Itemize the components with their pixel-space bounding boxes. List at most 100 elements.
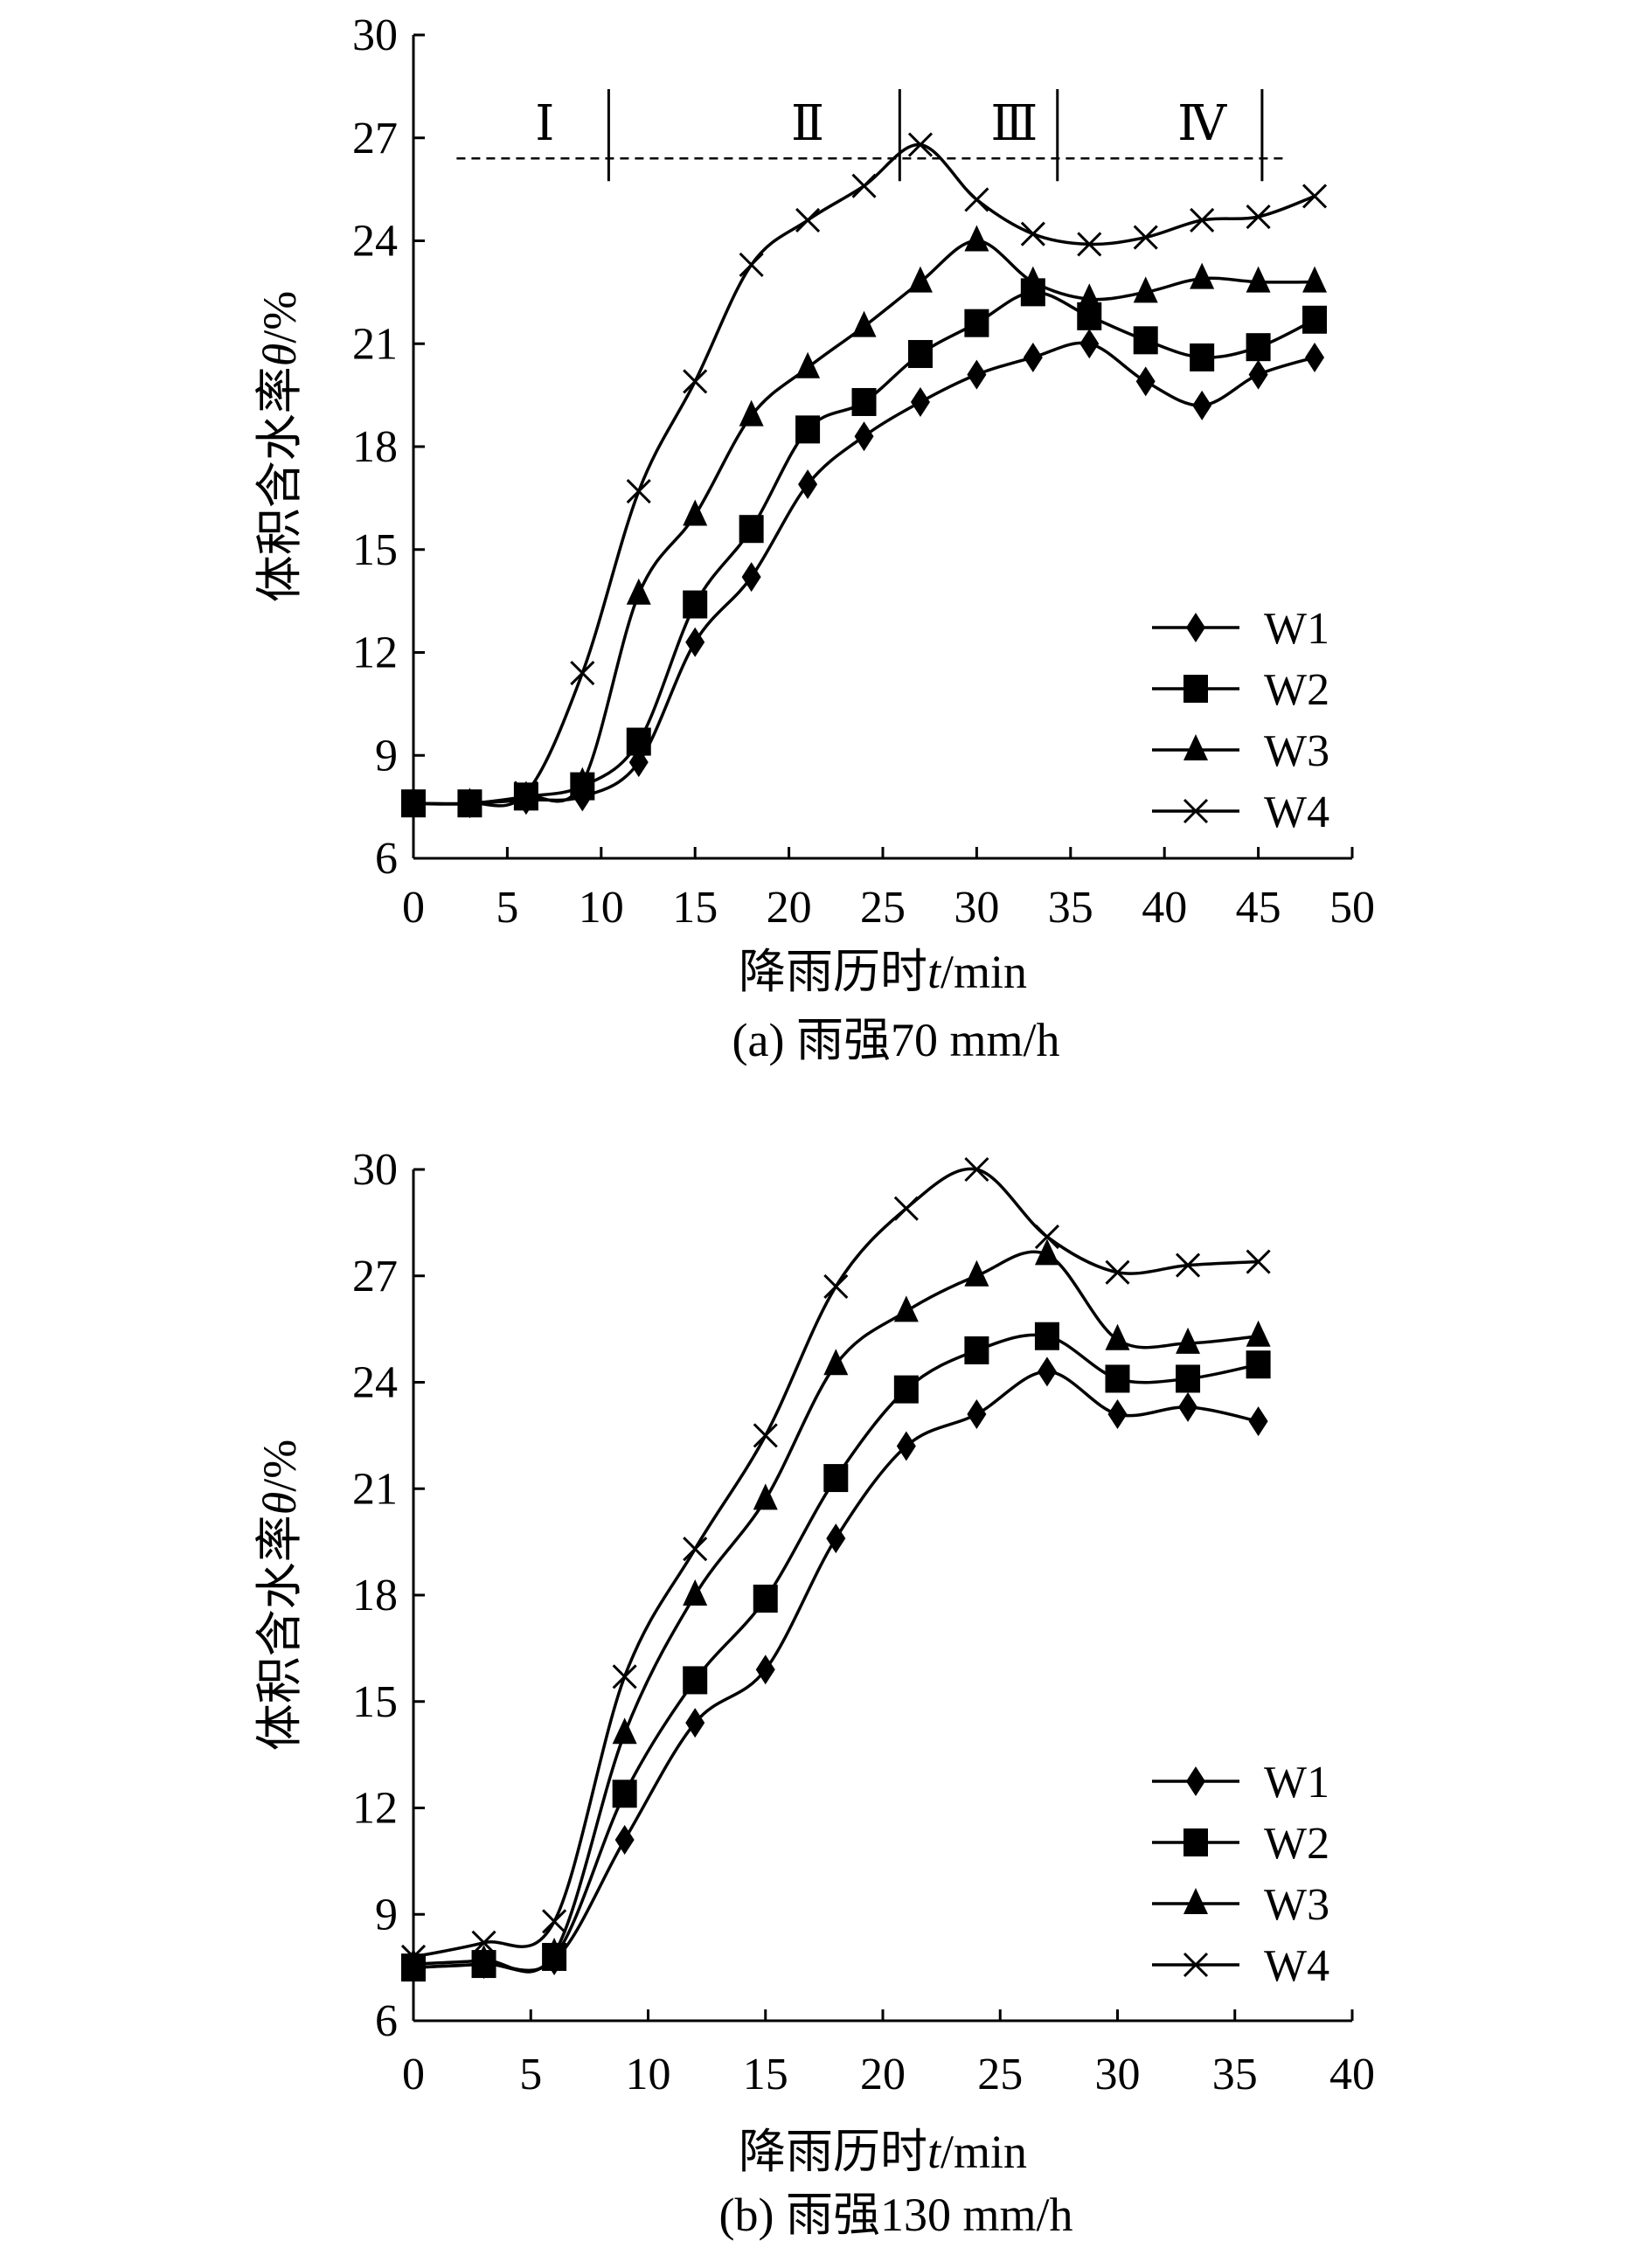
legend-label: W4 <box>1264 788 1329 837</box>
data-point-w4 <box>964 1156 989 1183</box>
data-point-w2 <box>626 727 651 756</box>
data-point-w2 <box>1034 1322 1059 1350</box>
data-point-w4 <box>683 1537 708 1562</box>
data-point-w3 <box>612 1717 637 1745</box>
y-axis-label-var: θ <box>253 1492 306 1516</box>
y-axis-label-unit: /% <box>253 1440 306 1492</box>
data-point-w3 <box>1133 276 1158 303</box>
y-tick-label: 18 <box>352 422 398 472</box>
data-point-w1 <box>1107 1399 1128 1430</box>
legend-marker-w4 <box>1183 1952 1209 1978</box>
data-point-w4 <box>400 1944 427 1970</box>
y-tick-label: 30 <box>352 1145 398 1195</box>
data-point-w1 <box>614 1825 635 1856</box>
legend-entry-w4: W4 <box>1152 788 1329 837</box>
data-point-w1 <box>967 1399 987 1430</box>
x-tick-label: 20 <box>767 883 812 933</box>
y-tick-label: 30 <box>352 10 398 60</box>
x-tick-label: 45 <box>1236 883 1281 933</box>
legend-marker-w1 <box>1186 1766 1205 1796</box>
x-axis-label: 降雨历时t/min <box>739 2126 1027 2178</box>
data-point-w3 <box>1302 266 1328 293</box>
data-point-w3 <box>401 788 426 815</box>
series-w4 <box>400 132 1328 816</box>
data-point-w4-stroke-b <box>1034 1225 1060 1250</box>
data-point-w4 <box>795 207 821 233</box>
data-point-w4 <box>1133 225 1158 250</box>
x-tick-label: 20 <box>860 2050 906 2099</box>
data-point-w2 <box>612 1780 637 1808</box>
legend-entry-w3: W3 <box>1152 726 1329 776</box>
legend-entry-w2: W2 <box>1152 665 1329 715</box>
legend-label: W3 <box>1264 726 1329 776</box>
data-point-w4-stroke-b <box>907 132 934 157</box>
data-point-w4 <box>683 369 708 394</box>
data-point-w2 <box>1246 1350 1271 1379</box>
legend-entry-w3: W3 <box>1152 1880 1329 1930</box>
series-line-w2 <box>413 290 1315 806</box>
data-point-w3 <box>471 1945 496 1972</box>
chart-caption: (a) 雨强70 mm/h <box>732 1014 1060 1066</box>
data-point-w4-stroke-b <box>1077 232 1102 257</box>
x-tick-label: 35 <box>1212 2050 1258 2099</box>
data-point-w2 <box>1133 326 1158 355</box>
data-point-w4-stroke-b <box>683 369 708 394</box>
legend-marker-w3 <box>1183 1888 1208 1914</box>
data-point-w4 <box>400 791 427 816</box>
data-point-w4-stroke-b <box>739 252 764 278</box>
data-point-w3 <box>964 225 989 252</box>
legend-entry-w2: W2 <box>1152 1819 1329 1869</box>
data-point-w4-stroke-b <box>753 1423 778 1448</box>
series-w2 <box>401 1322 1271 1982</box>
data-point-w2 <box>823 1464 849 1493</box>
data-point-w4 <box>823 1273 849 1299</box>
data-point-w4 <box>570 660 595 686</box>
data-point-w4-stroke-b <box>457 791 482 816</box>
y-tick-label: 21 <box>352 1464 398 1514</box>
series-w4 <box>400 1156 1271 1970</box>
data-point-w1 <box>1305 342 1325 372</box>
data-point-w3 <box>753 1483 778 1510</box>
data-point-w4 <box>1077 232 1102 257</box>
y-tick-label: 18 <box>352 1571 398 1620</box>
data-point-w2 <box>964 309 989 337</box>
y-axis-label-unit: /% <box>253 291 306 343</box>
data-point-w2 <box>1302 305 1328 334</box>
data-point-w3 <box>542 1937 567 1964</box>
legend-marker-w4 <box>1183 798 1209 824</box>
chart-panel-b: 0 5 10 15 20 25 30 35 40 6 9 12 15 18 21 24 27 30 降雨历时t/mi… <box>253 1145 1375 2241</box>
y-tick-label: 12 <box>352 1784 398 1834</box>
data-point-w3 <box>1020 266 1045 293</box>
data-point-w3 <box>1077 283 1102 310</box>
data-point-w2 <box>907 340 933 369</box>
legend-label: W3 <box>1264 1880 1329 1930</box>
data-point-w4-stroke-b <box>1301 184 1328 209</box>
data-point-w1 <box>685 627 705 657</box>
data-point-w4-stroke-b <box>1246 204 1271 230</box>
x-tick-label: 5 <box>519 2050 542 2099</box>
series-line-w4 <box>413 1167 1259 1959</box>
data-point-w4 <box>1020 221 1045 246</box>
x-axis-label-unit: /min <box>941 946 1027 998</box>
y-tick-label: 27 <box>352 1252 398 1301</box>
data-point-w1 <box>896 1431 916 1461</box>
data-point-w1 <box>1135 366 1156 397</box>
data-point-w2 <box>683 590 708 619</box>
data-point-w4 <box>893 1196 919 1221</box>
data-point-w4-stroke-b <box>1105 1259 1130 1285</box>
data-point-w2 <box>1176 1364 1201 1393</box>
data-point-w4 <box>1190 207 1215 233</box>
x-axis-label: 降雨历时t/min <box>739 946 1027 998</box>
data-point-w3 <box>964 1259 989 1287</box>
y-tick-label: 21 <box>352 319 398 369</box>
legend-marker-w2 <box>1183 675 1208 703</box>
x-tick-label: 25 <box>860 883 906 933</box>
data-point-w4 <box>1246 204 1271 230</box>
data-point-w3 <box>893 1295 919 1322</box>
y-axis-label-var: θ <box>253 343 306 367</box>
data-point-w4 <box>1246 1249 1271 1274</box>
y-tick-label: 24 <box>352 1358 398 1408</box>
x-tick-label: 25 <box>977 2050 1023 2099</box>
